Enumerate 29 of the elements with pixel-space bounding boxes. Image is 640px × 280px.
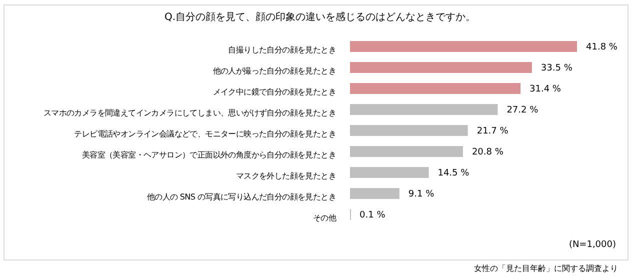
- y-tick-label: 他の人の SNS の写真に写り込んだ自分の顔を見たとき: [146, 192, 336, 202]
- bar: [350, 146, 463, 157]
- bar: [350, 188, 400, 199]
- bar: [350, 167, 429, 178]
- y-tick-label: メイク中に鏡で自分の顔を見たとき: [212, 87, 336, 96]
- data-label: 21.7 %: [476, 126, 509, 137]
- data-label: 41.8 %: [586, 42, 618, 53]
- y-tick-label: マスクを外した顔を見たとき: [236, 171, 336, 180]
- data-label: 9.1 %: [408, 190, 435, 200]
- y-tick-label: スマホのカメラを間違えてインカメラにしてしまい、思いがけず自分の顔を見たとき: [43, 108, 336, 118]
- bar: [350, 125, 468, 136]
- data-label: 31.4 %: [530, 84, 562, 95]
- text: (N=1,000): [568, 240, 616, 250]
- bar: [350, 62, 532, 73]
- text: 女性の「見た目年齢」に関する調査より: [474, 264, 618, 273]
- chart-title: Q.自分の顔を見て、顔の印象の違いを感じるのはどんなときですか。: [164, 11, 476, 23]
- bar: [350, 104, 498, 115]
- y-tick-label: 美容室（美容室・ヘアサロン）で正面以外の角度から自分の顔を見たとき: [82, 150, 336, 160]
- data-label: 33.5 %: [540, 64, 573, 74]
- bar: [350, 41, 577, 52]
- bar: [350, 83, 521, 94]
- data-label: 20.8 %: [472, 148, 504, 158]
- data-label: 14.5 %: [438, 168, 470, 179]
- y-tick-label: 他の人が撮った自分の顔を見たとき: [212, 66, 336, 76]
- y-tick-label: 自撮りした自分の顔を見たとき: [228, 45, 336, 54]
- y-tick-label: テレビ電話やオンライン会議などで、モニターに映った自分の顔を見たとき: [74, 129, 336, 138]
- y-tick-label: その他: [312, 213, 336, 222]
- data-label: 27.2 %: [506, 106, 539, 116]
- data-label: 0.1 %: [360, 210, 386, 221]
